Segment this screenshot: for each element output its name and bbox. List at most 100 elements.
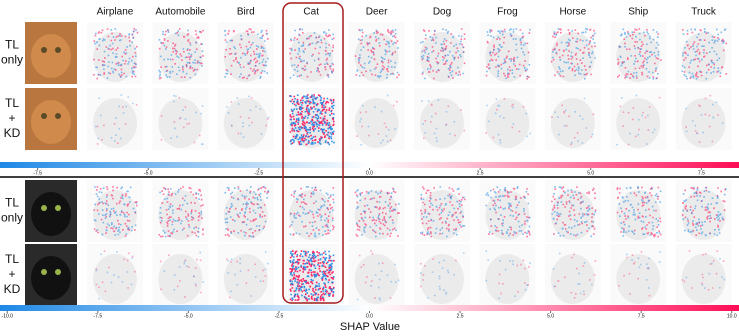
shap-map <box>283 180 340 242</box>
colorbar-label: SHAP Value <box>340 321 400 333</box>
cat-outline <box>681 190 726 240</box>
colorbar-tick-label: -10.0 <box>2 313 14 319</box>
positive-pixels <box>488 187 531 238</box>
shap-map <box>544 180 601 242</box>
negative-pixels <box>685 101 724 135</box>
column-header: Ship <box>628 7 648 18</box>
cat-outline <box>158 32 203 82</box>
negative-pixels <box>289 186 335 238</box>
row-label: + <box>8 111 15 125</box>
negative-pixels <box>355 188 400 238</box>
negative-pixels <box>224 186 270 238</box>
negative-pixels <box>227 251 269 297</box>
shap-map <box>610 244 667 306</box>
negative-pixels <box>94 28 137 79</box>
shap-map <box>87 88 143 150</box>
shap-map <box>348 244 405 306</box>
cat-outline <box>681 98 726 148</box>
colorbar-tick-label: 0.0 <box>366 313 373 319</box>
colorbar-tick-label: 2.5 <box>477 170 484 176</box>
positive-pixels <box>95 250 136 293</box>
positive-pixels <box>224 186 269 238</box>
row-label: only <box>1 211 23 225</box>
negative-pixels <box>289 250 335 302</box>
shap-map <box>414 22 470 84</box>
positive-pixels <box>616 186 662 238</box>
positive-pixels <box>423 103 466 139</box>
cat-face <box>31 34 71 78</box>
row-label: TL <box>5 38 19 52</box>
shap-map <box>283 244 340 306</box>
shap-map <box>283 88 340 150</box>
negative-pixels <box>289 94 335 146</box>
positive-pixels <box>289 186 335 237</box>
cat-face <box>31 256 71 300</box>
positive-pixels <box>681 186 726 236</box>
row-label: TL <box>5 196 19 210</box>
shap-map <box>348 22 405 84</box>
colorbar-tick-label: -5.0 <box>144 170 153 176</box>
cat-outline <box>158 254 203 304</box>
shap-map <box>283 22 340 84</box>
colorbar-tick-label: 0.0 <box>366 170 373 176</box>
cat-face <box>31 100 71 144</box>
shap-map <box>152 180 209 242</box>
negative-pixels <box>420 186 466 238</box>
cat-outline <box>354 254 399 304</box>
positive-pixels <box>485 28 531 80</box>
shap-map <box>414 244 470 306</box>
colorbar-tick-label: 5.0 <box>547 313 554 319</box>
colorbar-tick-label: 2.5 <box>457 313 464 319</box>
shap-map <box>152 244 209 306</box>
colorbar-tick-label: -7.5 <box>93 313 102 319</box>
negative-pixels <box>486 28 531 80</box>
column-header: Dog <box>433 7 451 18</box>
row-label: KD <box>4 126 21 140</box>
shap-map <box>152 88 209 150</box>
shap-map <box>217 180 274 242</box>
cat-outline <box>289 32 334 82</box>
row-label: + <box>8 267 15 281</box>
cat-outline <box>485 254 530 304</box>
shap-map <box>414 180 470 242</box>
column-header: Automobile <box>155 7 205 18</box>
row-label: only <box>1 53 23 67</box>
shap-map <box>479 244 536 306</box>
cat-outline <box>616 32 661 82</box>
cat-outline <box>354 98 399 148</box>
input-image <box>25 22 77 84</box>
cat-outline <box>550 254 595 304</box>
cat-outline <box>485 98 530 148</box>
colorbar-tick-label: 7.5 <box>638 313 645 319</box>
cat-outline <box>93 254 137 304</box>
shap-map <box>544 22 601 84</box>
column-header: Frog <box>497 7 518 18</box>
negative-pixels <box>289 28 334 79</box>
column-header: Cat <box>303 7 319 18</box>
cat-outline <box>420 190 464 240</box>
shap-map <box>217 88 274 150</box>
column-header: Bird <box>237 7 255 18</box>
eye <box>55 269 61 275</box>
shap-map <box>675 244 732 306</box>
column-header: Horse <box>559 7 586 18</box>
row-label: TL <box>5 252 19 266</box>
column-header: Airplane <box>97 7 134 18</box>
column-header: Truck <box>691 7 717 18</box>
colorbar-tick-label: -2.5 <box>255 170 264 176</box>
cat-outline <box>420 98 464 148</box>
negative-pixels <box>551 186 597 238</box>
shap-map <box>87 22 143 84</box>
cat-outline <box>93 98 137 148</box>
input-image <box>25 244 77 306</box>
input-image <box>25 180 77 242</box>
positive-pixels <box>354 187 400 237</box>
cat-outline <box>616 190 661 240</box>
cat-outline <box>93 190 137 240</box>
shap-map <box>610 180 667 242</box>
shap-map <box>152 22 209 84</box>
shap-map <box>479 88 536 150</box>
positive-pixels <box>356 100 398 142</box>
positive-pixels <box>93 186 138 237</box>
cat-outline <box>420 254 464 304</box>
